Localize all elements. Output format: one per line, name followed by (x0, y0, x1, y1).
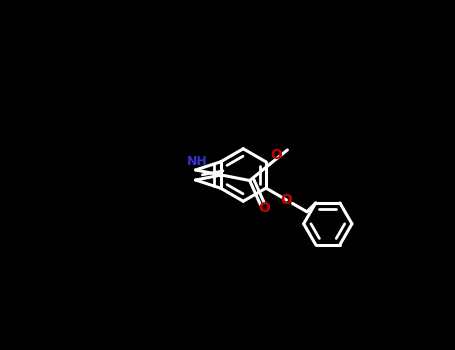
Text: O: O (258, 201, 270, 215)
Text: O: O (270, 148, 282, 162)
Text: NH: NH (187, 155, 207, 168)
Text: O: O (280, 193, 293, 207)
